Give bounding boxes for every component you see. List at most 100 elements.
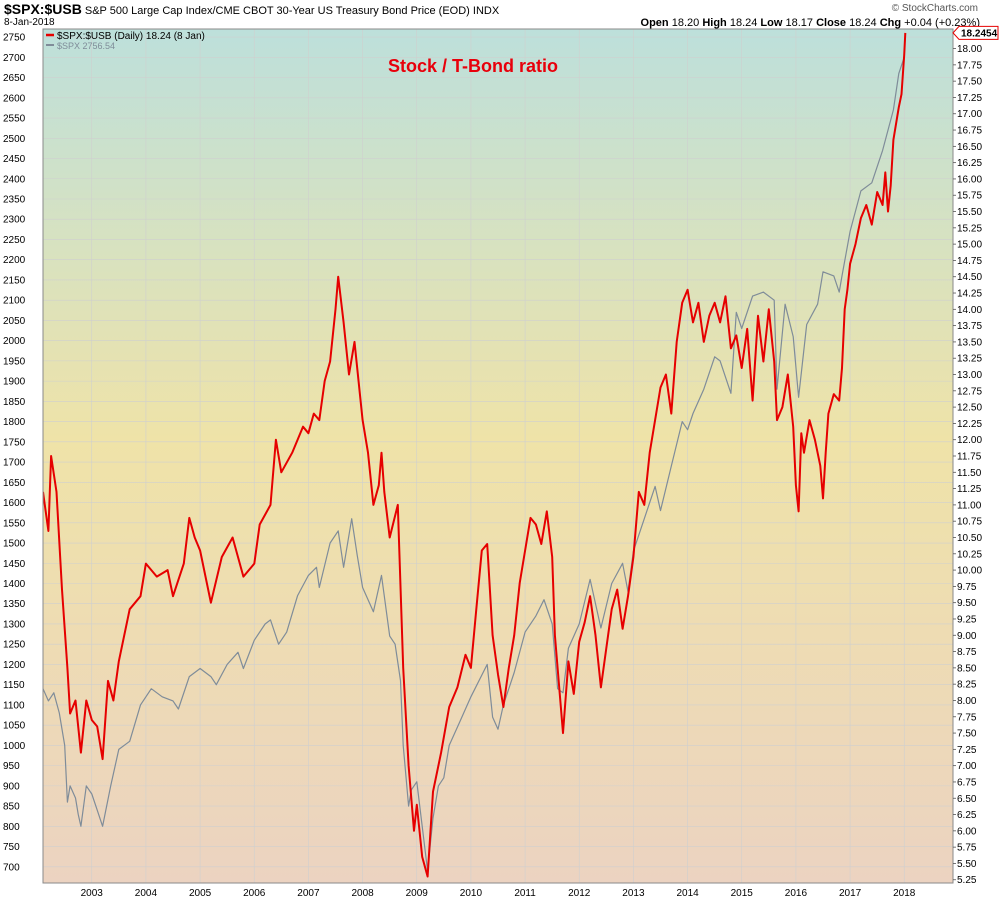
left-tick-label: 1850 <box>3 397 26 408</box>
right-tick-label: 13.25 <box>957 354 982 365</box>
right-tick-label: 14.00 <box>957 305 982 316</box>
left-tick-label: 2500 <box>3 134 26 145</box>
x-tick-label: 2010 <box>460 888 483 899</box>
right-tick-label: 8.75 <box>957 647 977 658</box>
right-tick-label: 12.00 <box>957 435 982 446</box>
right-tick-label: 6.75 <box>957 777 977 788</box>
left-tick-label: 1650 <box>3 478 26 489</box>
left-tick-label: 2150 <box>3 275 26 286</box>
right-tick-label: 9.75 <box>957 582 977 593</box>
right-tick-label: 5.75 <box>957 843 977 854</box>
right-tick-label: 17.00 <box>957 109 982 120</box>
right-tick-label: 11.00 <box>957 500 982 511</box>
chart-date: 8-Jan-2018 <box>4 17 55 28</box>
right-tick-label: 15.75 <box>957 191 982 202</box>
right-tick-label: 17.25 <box>957 93 982 104</box>
right-tick-label: 10.25 <box>957 549 982 560</box>
right-tick-label: 16.00 <box>957 174 982 185</box>
right-tick-label: 11.75 <box>957 452 982 463</box>
left-tick-label: 1750 <box>3 437 26 448</box>
right-tick-label: 6.50 <box>957 794 977 805</box>
x-tick-label: 2018 <box>893 888 916 899</box>
x-tick-label: 2017 <box>839 888 862 899</box>
left-tick-label: 900 <box>3 781 20 792</box>
left-tick-label: 2550 <box>3 114 26 125</box>
left-tick-label: 1050 <box>3 721 26 732</box>
x-tick-label: 2008 <box>351 888 374 899</box>
chg-label: Chg <box>879 17 902 29</box>
left-tick-label: 1550 <box>3 518 26 529</box>
left-tick-label: 2250 <box>3 235 26 246</box>
right-tick-label: 14.25 <box>957 289 982 300</box>
chart-subheader: 8-Jan-2018 Open 18.20 High 18.24 Low 18.… <box>4 17 996 30</box>
left-tick-label: 800 <box>3 822 20 833</box>
low-label: Low <box>760 17 783 29</box>
left-tick-label: 1000 <box>3 741 26 752</box>
right-tick-label: 5.25 <box>957 875 977 886</box>
last-value-tag: 18.2454 <box>952 25 999 40</box>
x-axis: 2003 2004 2005 2006 2007 2008 2009 2010 2011 2012… <box>81 888 916 899</box>
left-tick-label: 700 <box>3 862 20 873</box>
x-tick-label: 2003 <box>81 888 104 899</box>
left-tick-label: 1250 <box>3 640 26 651</box>
left-tick-label: 1600 <box>3 498 26 509</box>
ratio-series-line <box>43 32 907 878</box>
spx-series-line <box>43 34 906 872</box>
right-tick-label: 18.00 <box>957 44 982 55</box>
left-tick-label: 950 <box>3 761 20 772</box>
left-tick-label: 2400 <box>3 174 26 185</box>
right-tick-label: 13.50 <box>957 337 982 348</box>
left-tick-label: 1350 <box>3 599 26 610</box>
open-value: 18.20 <box>671 17 700 29</box>
right-tick-label: 12.75 <box>957 386 982 397</box>
right-tick-label: 12.50 <box>957 403 982 414</box>
right-axis: 18.00 17.75 17.50 17.25 17.00 16.75 16.50 16.25… <box>953 44 982 886</box>
right-tick-label: 9.50 <box>957 598 977 609</box>
right-tick-label: 9.00 <box>957 631 977 642</box>
left-tick-label: 1150 <box>3 680 25 691</box>
right-tick-label: 5.50 <box>957 859 977 870</box>
right-tick-label: 8.25 <box>957 680 977 691</box>
x-tick-label: 2009 <box>406 888 429 899</box>
left-tick-label: 2350 <box>3 194 26 205</box>
left-tick-label: 1700 <box>3 458 26 469</box>
right-tick-label: 10.75 <box>957 517 982 528</box>
high-value: 18.24 <box>729 17 758 29</box>
right-tick-label: 14.50 <box>957 272 982 283</box>
left-tick-label: 1400 <box>3 579 26 590</box>
left-tick-label: 1900 <box>3 377 26 388</box>
x-tick-label: 2011 <box>514 888 536 899</box>
left-tick-label: 2000 <box>3 336 26 347</box>
right-tick-label: 13.00 <box>957 370 982 381</box>
chart-header: $SPX:$USB S&P 500 Large Cap Index/CME CB… <box>4 1 996 17</box>
right-tick-label: 10.50 <box>957 533 982 544</box>
right-tick-label: 9.25 <box>957 614 977 625</box>
left-tick-label: 2050 <box>3 316 26 327</box>
symbol-label: $SPX:$USB <box>4 1 82 17</box>
left-tick-label: 2450 <box>3 154 26 165</box>
x-tick-label: 2016 <box>785 888 808 899</box>
left-tick-label: 1200 <box>3 660 26 671</box>
right-tick-label: 16.50 <box>957 142 982 153</box>
x-tick-label: 2013 <box>622 888 645 899</box>
right-tick-label: 16.25 <box>957 158 982 169</box>
left-tick-label: 2700 <box>3 53 26 64</box>
right-tick-label: 12.25 <box>957 419 982 430</box>
open-label: Open <box>640 17 669 29</box>
left-tick-label: 2600 <box>3 93 26 104</box>
left-tick-label: 1950 <box>3 356 26 367</box>
right-tick-label: 16.75 <box>957 126 982 137</box>
exchange-label: INDX <box>472 5 500 17</box>
watermark: © StockCharts.com <box>891 3 978 14</box>
left-tick-label: 1300 <box>3 619 26 630</box>
series-lines <box>43 32 907 878</box>
right-tick-label: 15.00 <box>957 240 982 251</box>
left-tick-label: 1100 <box>3 700 25 711</box>
ohlc-readout: Open 18.20 High 18.24 Low 18.17 Close 18… <box>641 17 980 29</box>
plot-background <box>43 29 953 883</box>
x-tick-label: 2012 <box>568 888 591 899</box>
x-tick-label: 2006 <box>243 888 266 899</box>
x-tick-label: 2014 <box>676 888 699 899</box>
last-value-text: 18.2454 <box>961 28 998 39</box>
